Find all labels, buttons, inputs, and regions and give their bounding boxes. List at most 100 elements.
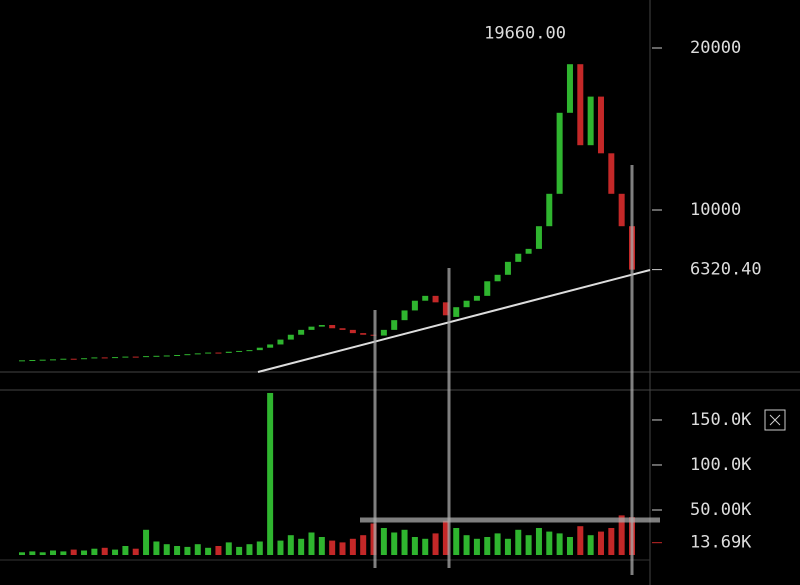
candle-body bbox=[81, 358, 88, 360]
candle-body bbox=[215, 352, 222, 354]
volume-bar bbox=[504, 538, 511, 555]
candle-body bbox=[246, 350, 253, 352]
candle-body bbox=[463, 300, 470, 308]
candle-body bbox=[453, 307, 460, 317]
candle-body bbox=[349, 329, 356, 334]
volume-bar bbox=[277, 540, 284, 555]
volume-tick-label: 50.00K bbox=[690, 500, 752, 520]
candle-body bbox=[153, 355, 160, 357]
candle-body bbox=[60, 358, 67, 360]
candle-body bbox=[597, 96, 604, 154]
candle-body bbox=[19, 360, 25, 362]
candle-body bbox=[525, 248, 532, 254]
candle-body bbox=[267, 344, 274, 348]
candle-body bbox=[515, 253, 522, 262]
candle-body bbox=[50, 359, 57, 361]
volume-bar bbox=[29, 551, 36, 555]
last-price-label: 6320.40 bbox=[690, 260, 762, 280]
volume-tick-label: 150.0K bbox=[690, 410, 752, 430]
volume-bar bbox=[153, 541, 160, 555]
volume-bar bbox=[535, 527, 542, 555]
candle-body bbox=[298, 329, 305, 335]
volume-bar bbox=[174, 545, 181, 555]
volume-bar bbox=[597, 531, 604, 555]
candle-body bbox=[577, 64, 584, 146]
volume-bar bbox=[308, 532, 315, 555]
candle-body bbox=[70, 358, 77, 360]
drawings bbox=[257, 165, 660, 575]
volume-bar bbox=[287, 535, 294, 555]
candle-body bbox=[308, 326, 315, 330]
candle-body bbox=[277, 339, 284, 345]
volume-bar bbox=[484, 536, 491, 555]
y-tick-label: 10000 bbox=[690, 200, 741, 220]
candle-body bbox=[535, 226, 542, 249]
candle-body bbox=[380, 329, 387, 336]
candle-body bbox=[608, 153, 615, 194]
volume-bar bbox=[39, 552, 46, 555]
volume-bar bbox=[380, 527, 387, 555]
volume-bar bbox=[329, 540, 336, 555]
volume-bar bbox=[556, 533, 563, 555]
candle-body bbox=[132, 356, 139, 358]
volume-bar bbox=[608, 527, 615, 555]
candle-body bbox=[432, 295, 439, 303]
candle-body bbox=[39, 359, 46, 361]
volume-bar bbox=[163, 544, 170, 555]
candle-body bbox=[101, 357, 108, 359]
volume-bar bbox=[318, 536, 325, 555]
volume-bar bbox=[525, 535, 532, 555]
volume-bar bbox=[546, 531, 553, 555]
volume-bar bbox=[349, 538, 356, 555]
candle-body bbox=[29, 360, 36, 362]
volume-bar bbox=[19, 552, 25, 555]
volume-bar bbox=[360, 535, 367, 555]
volume-bar bbox=[422, 538, 429, 555]
volume-bar bbox=[494, 533, 501, 555]
candle-body bbox=[546, 193, 553, 227]
volume-bar bbox=[442, 520, 449, 555]
candle-body bbox=[143, 356, 150, 358]
volume-bar bbox=[70, 549, 77, 555]
candle-body bbox=[174, 354, 181, 356]
candle-body bbox=[122, 356, 129, 358]
volume-bar bbox=[112, 549, 119, 555]
volume-bar bbox=[267, 392, 274, 555]
candle-body bbox=[205, 352, 212, 354]
volume-bar bbox=[391, 532, 398, 555]
volume-tick-label: 100.0K bbox=[690, 455, 752, 475]
volume-bar bbox=[122, 545, 129, 555]
candle-body bbox=[256, 347, 263, 351]
y-tick-label: 20000 bbox=[690, 38, 741, 58]
candle-body bbox=[401, 310, 408, 321]
candle-body bbox=[504, 261, 511, 275]
candle-body bbox=[184, 354, 191, 356]
volume-bar bbox=[143, 529, 150, 555]
candle-body bbox=[556, 112, 563, 194]
close-button-box[interactable] bbox=[764, 409, 786, 431]
volume-bar bbox=[432, 533, 439, 555]
candle-body bbox=[194, 353, 201, 355]
candle-body bbox=[473, 295, 480, 301]
close-icon[interactable] bbox=[769, 414, 781, 426]
candle-body bbox=[411, 300, 418, 311]
volume-bar bbox=[339, 542, 346, 555]
volume-bar bbox=[566, 536, 573, 555]
volume-bar bbox=[256, 541, 263, 555]
candle-body bbox=[360, 333, 367, 335]
close-button[interactable] bbox=[764, 409, 786, 431]
volume-bar bbox=[236, 546, 243, 555]
volume-bar bbox=[298, 538, 305, 555]
volume-bar bbox=[463, 535, 470, 555]
volume-bar bbox=[225, 542, 232, 555]
volume-bar bbox=[91, 548, 98, 555]
peak-label: 19660.00 bbox=[484, 24, 566, 44]
volume-bar bbox=[81, 550, 88, 555]
candle-body bbox=[587, 96, 594, 146]
candle-body bbox=[494, 274, 501, 282]
volume-bar bbox=[205, 547, 212, 555]
candle-body bbox=[329, 325, 336, 329]
last-volume-label: 13.69K bbox=[690, 533, 752, 553]
candle-body bbox=[391, 320, 398, 330]
